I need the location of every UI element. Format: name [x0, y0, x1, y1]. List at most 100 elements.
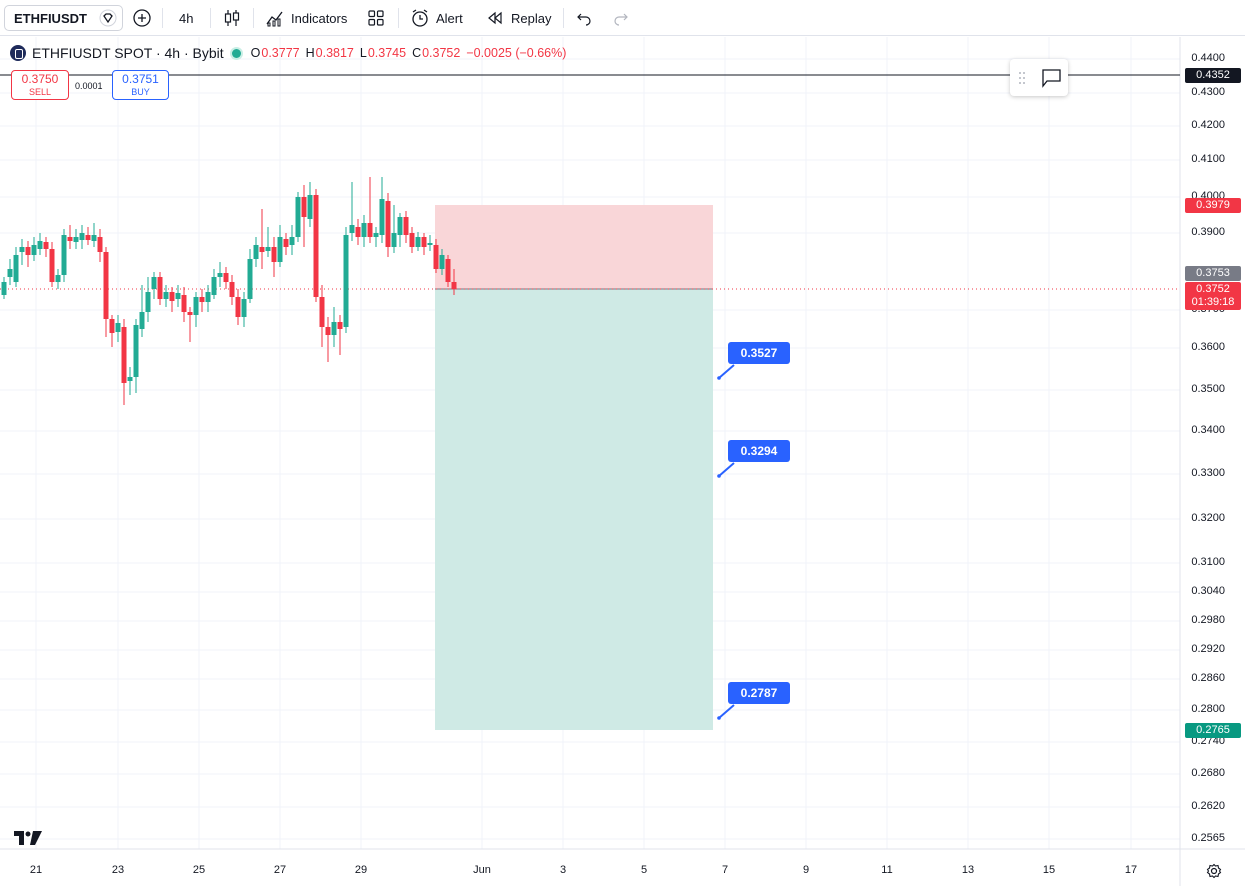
candle-body — [169, 292, 175, 301]
candle-body — [433, 245, 439, 269]
price-tick-label: 0.3400 — [1191, 424, 1225, 436]
candle-body — [253, 245, 259, 259]
redo-icon — [612, 9, 630, 27]
candle-body — [199, 297, 205, 302]
layout-icon — [367, 9, 385, 27]
chart-pane[interactable]: ETHFIUSDT SPOT · 4h · Bybit O 0.3777 H 0.3… — [0, 37, 1245, 886]
price-tick-label: 0.4400 — [1191, 52, 1225, 64]
sell-price: 0.3750 — [21, 72, 59, 86]
drawing-toolbar[interactable] — [1010, 59, 1068, 96]
price-tick-label: 0.3500 — [1191, 383, 1225, 395]
candle-body — [175, 293, 181, 299]
candle-body — [421, 237, 427, 247]
candle-body — [193, 297, 199, 315]
price-tick-label: 0.2980 — [1191, 614, 1225, 626]
callout-pointer — [718, 704, 735, 719]
coin-logo-icon — [10, 45, 26, 61]
candle-body — [91, 235, 97, 241]
candle-body — [247, 259, 253, 299]
time-tick-label: 21 — [29, 864, 43, 876]
candle-body — [343, 235, 349, 327]
interval-button[interactable]: 4h — [179, 5, 193, 31]
last-price-label: 0.3752 01:39:18 — [1185, 282, 1241, 310]
sell-button[interactable]: 0.3750 SELL — [11, 70, 69, 100]
buy-button[interactable]: 0.3751 BUY — [112, 70, 169, 100]
stop-price-label: 0.3979 — [1185, 198, 1241, 213]
alert-label: Alert — [436, 10, 463, 26]
replay-button[interactable]: Replay — [486, 5, 551, 31]
candle-body — [67, 237, 73, 241]
chart-type-button[interactable] — [222, 5, 242, 31]
candle-body — [439, 255, 445, 269]
time-tick-label: 5 — [640, 864, 648, 876]
price-tick-label: 0.3100 — [1191, 556, 1225, 568]
time-tick-label: 27 — [273, 864, 287, 876]
legend-low: 0.3745 — [367, 46, 407, 60]
candle-body — [19, 247, 25, 252]
legend-close-key: C — [412, 46, 422, 60]
time-tick-label: 9 — [802, 864, 810, 876]
candle-body — [415, 237, 421, 247]
candle-body — [1, 282, 7, 295]
callout-pointer — [718, 364, 735, 379]
legend-close: 0.3752 — [422, 46, 461, 60]
candle-body — [265, 247, 271, 251]
tradingview-logo-icon[interactable] — [13, 830, 43, 851]
callout-pointer — [718, 462, 735, 477]
candle-body — [271, 247, 277, 262]
candle-body — [325, 327, 331, 335]
redo-button[interactable] — [612, 5, 630, 31]
sell-label: SELL — [28, 87, 52, 97]
price-tick-label: 0.2620 — [1191, 800, 1225, 812]
drag-handle-icon[interactable] — [1018, 71, 1026, 85]
candle-body — [235, 297, 241, 317]
price-tick-label: 0.3600 — [1191, 341, 1225, 353]
candle-body — [103, 252, 109, 319]
callout-anchor — [717, 716, 721, 720]
candle-body — [73, 237, 79, 242]
candle-body — [331, 322, 337, 335]
candle-body — [139, 312, 145, 329]
candle-body — [115, 323, 121, 332]
indicators-label: Indicators — [291, 10, 348, 26]
candle-body — [379, 199, 385, 235]
settings-icon[interactable] — [1206, 863, 1222, 884]
candle-body — [301, 197, 307, 217]
bar-countdown: 01:39:18 — [1191, 296, 1235, 308]
candle-body — [85, 235, 91, 240]
candle-body — [385, 201, 391, 247]
candle-body — [319, 297, 325, 327]
target-callout-2[interactable]: 0.3294 — [728, 440, 790, 462]
add-compare-icon — [132, 8, 152, 28]
price-tick-label: 0.2565 — [1191, 832, 1225, 844]
candle-body — [25, 247, 31, 255]
target-callout-3[interactable]: 0.2787 — [728, 682, 790, 704]
indicators-button[interactable]: Indicators — [265, 5, 347, 31]
layout-button[interactable] — [367, 5, 385, 31]
symbol-search-button[interactable]: ETHFIUSDT — [4, 5, 123, 31]
undo-button[interactable] — [575, 5, 593, 31]
alert-button[interactable]: Alert — [410, 5, 463, 31]
candle-body — [37, 241, 43, 249]
candle-body — [157, 277, 163, 299]
price-tick-label: 0.4300 — [1191, 86, 1225, 98]
target-callout-1[interactable]: 0.3527 — [728, 342, 790, 364]
text-note-icon[interactable] — [1040, 68, 1062, 93]
candle-body — [229, 282, 235, 297]
candle-body — [145, 292, 151, 312]
time-tick-label: 15 — [1042, 864, 1056, 876]
candle-body — [223, 273, 229, 282]
candle-body — [367, 223, 373, 237]
candle-body — [361, 223, 367, 237]
add-compare-button[interactable] — [132, 5, 152, 31]
legend-low-key: L — [359, 46, 367, 60]
candle-body — [43, 242, 49, 249]
target-price-label: 0.2765 — [1185, 723, 1241, 738]
symbol-search-icon — [99, 9, 117, 27]
candle-body — [445, 259, 451, 282]
risk-zone — [435, 205, 713, 289]
price-tick-label: 0.2680 — [1191, 767, 1225, 779]
chart-canvas[interactable] — [0, 37, 1245, 886]
price-tick-label: 0.3200 — [1191, 512, 1225, 524]
candle-body — [355, 227, 361, 237]
